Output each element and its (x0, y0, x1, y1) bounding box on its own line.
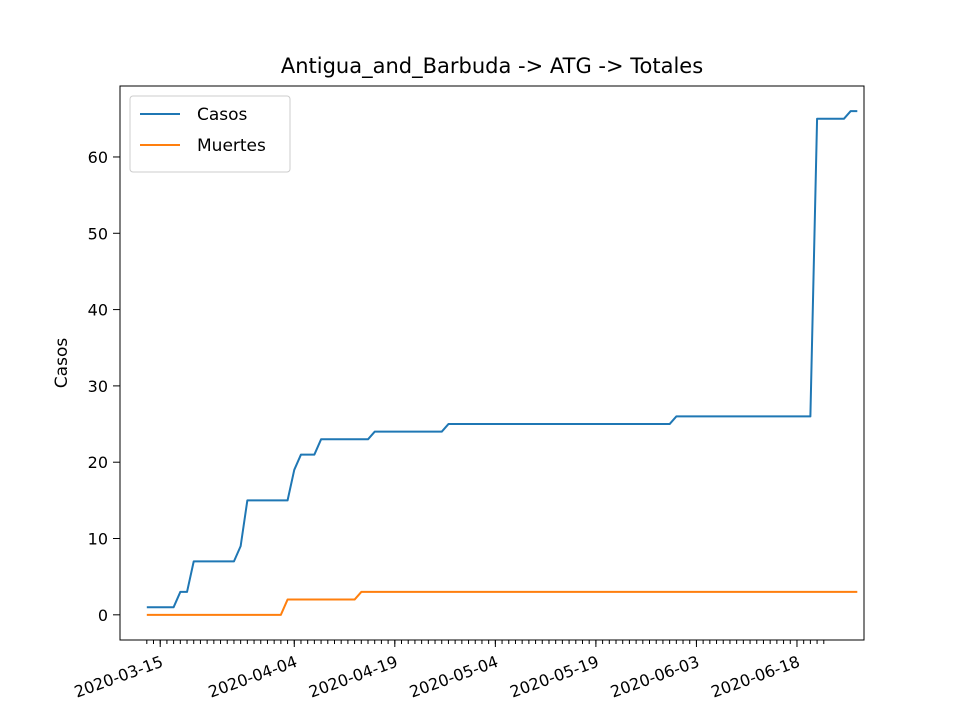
plot-frame (119, 85, 865, 641)
series-layer (146, 110, 858, 616)
y-tick-label: 50 (88, 224, 108, 243)
y-tick-label: 10 (88, 530, 108, 549)
plot-area (120, 86, 864, 640)
legend-label: Casos (197, 105, 248, 125)
y-tick-label: 30 (88, 377, 108, 396)
series-line-muertes (146, 590, 858, 616)
y-tick-label: 20 (88, 453, 108, 472)
chart-title: Antigua_and_Barbuda -> ATG -> Totales (281, 54, 703, 79)
series-line-casos (146, 110, 858, 609)
y-tick-label: 0 (98, 606, 108, 625)
y-tick-label: 40 (88, 301, 108, 320)
y-axis: 0 10 20 30 40 50 60 (88, 148, 120, 625)
legend-label: Muertes (197, 136, 266, 156)
y-tick-label: 60 (88, 148, 108, 167)
legend: Casos Muertes (129, 95, 291, 173)
y-axis-label: Casos (52, 338, 72, 389)
